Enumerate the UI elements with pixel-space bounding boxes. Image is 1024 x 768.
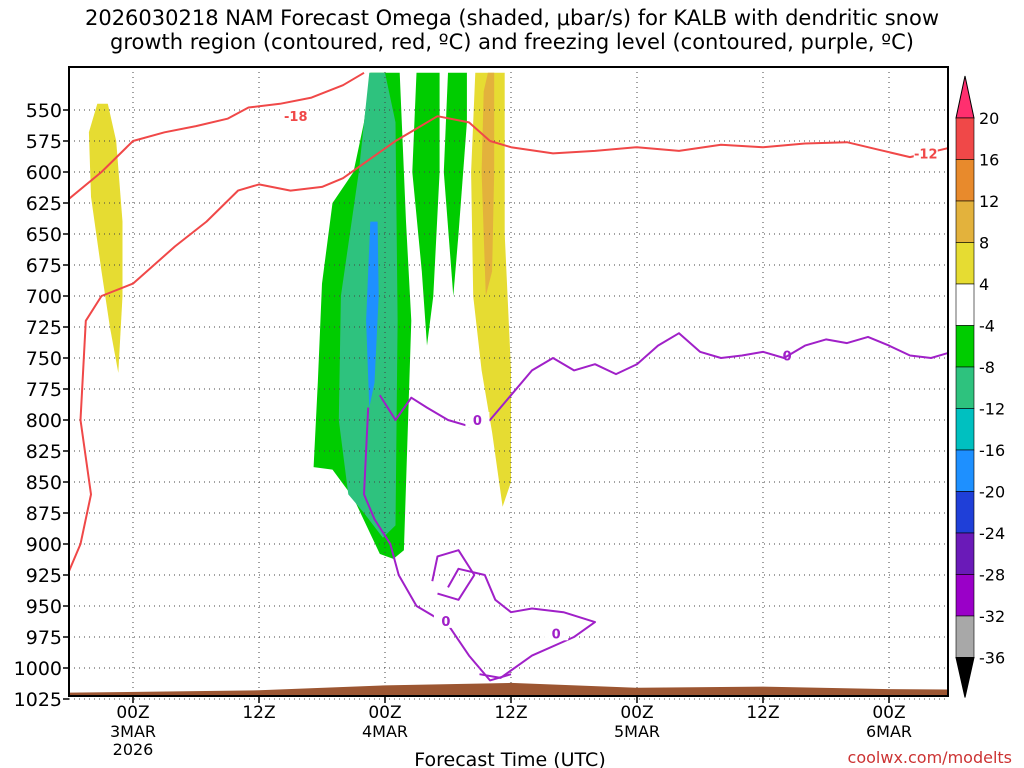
x-tick-label: 00Z	[368, 703, 401, 723]
omega-region-green-column-2	[412, 72, 440, 346]
dgz-contour	[69, 115, 948, 574]
x-year-label: 2026	[113, 740, 154, 759]
y-tick-label: 875	[26, 503, 62, 525]
dgz-contour	[69, 71, 365, 201]
dgz-label-bg	[283, 108, 308, 124]
freezing-label: 0	[552, 627, 561, 642]
dgz-label-bg	[913, 145, 938, 161]
colorbar-band	[955, 200, 975, 243]
omega-shading	[88, 72, 511, 559]
colorbar-label: -32	[979, 607, 1005, 626]
colorbar-band	[955, 366, 975, 409]
freezing-contour	[447, 567, 596, 679]
plot-frame	[68, 66, 949, 697]
colorbar-band	[955, 449, 975, 492]
colorbar-band	[955, 532, 975, 575]
freezing-label: 0	[441, 615, 450, 630]
freezing-label-bg	[544, 625, 569, 641]
colorbar-label: 12	[979, 192, 999, 211]
y-tick-label: 700	[26, 286, 62, 308]
colorbar-label: -8	[979, 358, 995, 377]
x-tick-label: 00Z	[116, 703, 149, 723]
y-tick-label: 550	[26, 100, 62, 122]
dgz-label: -12	[914, 147, 938, 162]
terrain-fill	[69, 682, 948, 696]
colorbar-top-arrow	[955, 75, 975, 119]
credit-text: coolwx.com/modelts	[848, 748, 1012, 767]
colorbar-label: -12	[979, 400, 1005, 419]
y-tick-label: 925	[26, 565, 62, 587]
omega-region-green-column-3	[443, 72, 467, 296]
y-tick-label: 1025	[14, 689, 62, 711]
x-tick-label: 00Z	[872, 703, 905, 723]
y-tick-label: 850	[26, 472, 62, 494]
omega-region-yellow-left	[88, 103, 123, 373]
freezing-label-bg	[433, 612, 458, 628]
y-tick-label: 800	[26, 410, 62, 432]
colorbar-band	[955, 615, 975, 658]
freezing-contour	[984, 628, 1024, 637]
y-tick-label: 975	[26, 627, 62, 649]
x-tick-label: 00Z	[620, 703, 653, 723]
x-tick-label: 12Z	[242, 703, 275, 723]
colorbar: 20 16 12 8 4 -4 -8 -12 -16 -20 -24 -28 -32 -36	[955, 75, 1005, 698]
x-tick-label: 12Z	[746, 703, 779, 723]
colorbar-band	[955, 491, 975, 534]
colorbar-bottom-arrow	[955, 657, 975, 698]
colorbar-label: -16	[979, 441, 1005, 460]
terrain	[69, 682, 948, 696]
colorbar-band	[955, 408, 975, 451]
colorbar-band	[955, 283, 975, 326]
x-tick-label: 12Z	[494, 703, 527, 723]
x-date-label: 6MAR	[866, 722, 912, 741]
colorbar-label: 8	[979, 234, 989, 253]
colorbar-band	[955, 325, 975, 368]
chart-title-line-1: 2026030218 NAM Forecast Omega (shaded, μ…	[84, 6, 940, 30]
x-axis-label: Forecast Time (UTC)	[414, 749, 605, 768]
y-tick-label: 825	[26, 441, 62, 463]
y-tick-label: 900	[26, 534, 62, 556]
colorbar-label: 20	[979, 109, 999, 128]
y-tick-label: 750	[26, 348, 62, 370]
colorbar-label: -36	[979, 649, 1005, 668]
y-tick-label: 1000	[14, 658, 62, 680]
chart-title: 2026030218 NAM Forecast Omega (shaded, μ…	[0, 6, 1024, 54]
colorbar-label: -20	[979, 483, 1005, 502]
colorbar-band	[955, 117, 975, 160]
y-tick-label: 775	[26, 379, 62, 401]
chart-title-line-2: growth region (contoured, red, ºC) and f…	[110, 30, 914, 54]
colorbar-band	[955, 574, 975, 617]
colorbar-label: -28	[979, 566, 1005, 585]
y-tick-label: 725	[26, 317, 62, 339]
y-tick-label: 650	[26, 224, 62, 246]
colorbar-band	[955, 159, 975, 202]
colorbar-label: 4	[979, 275, 989, 294]
freezing-label: 0	[473, 414, 482, 429]
freezing-contour	[363, 407, 512, 682]
x-date-label: 4MAR	[362, 722, 408, 741]
y-tick-label: 675	[26, 255, 62, 277]
y-tick-label: 625	[26, 193, 62, 215]
y-tick-label: 600	[26, 162, 62, 184]
y-tick-label: 575	[26, 131, 62, 153]
x-date-label: 3MAR	[110, 722, 156, 741]
colorbar-label: -24	[979, 524, 1005, 543]
y-tick-label: 950	[26, 596, 62, 618]
dgz-label: -18	[284, 110, 308, 125]
freezing-label-bg	[465, 412, 490, 427]
colorbar-band	[955, 242, 975, 285]
omega-region-yellow-right	[471, 72, 511, 507]
omega-region-orange-right	[481, 72, 495, 296]
x-date-label: 5MAR	[614, 722, 660, 741]
colorbar-label: -4	[979, 317, 995, 336]
colorbar-label: 16	[979, 151, 999, 170]
freezing-contour	[431, 549, 476, 601]
omega-region-blue-core	[366, 221, 379, 408]
pressure-axis: 550 575 600 625 650 675 700 725 750 775 800 825 850 8…	[14, 100, 69, 711]
